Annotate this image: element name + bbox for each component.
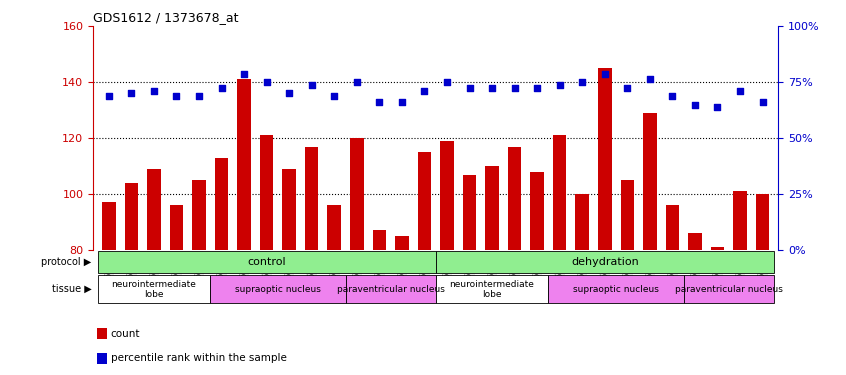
Bar <box>666 205 679 250</box>
Point <box>463 85 476 91</box>
Bar <box>283 169 296 250</box>
Text: dehydration: dehydration <box>571 257 639 267</box>
Point <box>327 93 341 99</box>
Point <box>530 85 544 91</box>
Bar <box>553 135 567 250</box>
Point <box>215 85 228 91</box>
Bar <box>395 236 409 250</box>
Bar <box>147 169 161 250</box>
Bar <box>575 194 589 250</box>
Bar <box>260 135 273 250</box>
Point <box>260 79 273 85</box>
Bar <box>598 68 612 250</box>
Bar <box>755 194 769 250</box>
FancyBboxPatch shape <box>211 275 345 303</box>
Point <box>688 102 701 108</box>
Point <box>620 85 634 91</box>
FancyBboxPatch shape <box>684 275 774 303</box>
Text: percentile rank within the sample: percentile rank within the sample <box>111 353 287 363</box>
Point <box>418 88 431 94</box>
Text: paraventricular nucleus: paraventricular nucleus <box>675 285 783 294</box>
Point <box>147 88 161 94</box>
Point <box>666 93 679 99</box>
Point <box>170 93 184 99</box>
Point <box>508 85 521 91</box>
Point <box>486 85 499 91</box>
Text: supraoptic nucleus: supraoptic nucleus <box>573 285 659 294</box>
Text: control: control <box>247 257 286 267</box>
Bar <box>620 180 634 250</box>
Bar <box>238 80 251 250</box>
FancyBboxPatch shape <box>436 275 548 303</box>
Bar <box>733 191 747 250</box>
Text: tissue ▶: tissue ▶ <box>52 284 91 294</box>
Point <box>643 76 656 82</box>
Point <box>350 79 364 85</box>
Point <box>305 82 318 88</box>
Text: neurointermediate
lobe: neurointermediate lobe <box>449 279 535 299</box>
FancyBboxPatch shape <box>345 275 436 303</box>
FancyBboxPatch shape <box>548 275 684 303</box>
Bar <box>305 147 318 250</box>
Point <box>440 79 453 85</box>
Bar <box>124 183 138 250</box>
Bar <box>102 202 116 250</box>
Bar <box>463 174 476 250</box>
Point <box>238 71 251 77</box>
Point <box>598 71 612 77</box>
Text: GDS1612 / 1373678_at: GDS1612 / 1373678_at <box>93 11 239 24</box>
Point <box>395 99 409 105</box>
Text: paraventricular nucleus: paraventricular nucleus <box>337 285 444 294</box>
Bar <box>486 166 499 250</box>
Bar <box>530 172 544 250</box>
Point <box>372 99 386 105</box>
Bar <box>350 138 364 250</box>
Bar <box>170 205 184 250</box>
Point <box>575 79 589 85</box>
Point <box>733 88 747 94</box>
FancyBboxPatch shape <box>97 251 436 273</box>
Text: protocol ▶: protocol ▶ <box>41 257 91 267</box>
Bar <box>327 205 341 250</box>
Bar <box>192 180 206 250</box>
Bar <box>643 113 656 250</box>
FancyBboxPatch shape <box>436 251 774 273</box>
Point <box>755 99 769 105</box>
Text: neurointermediate
lobe: neurointermediate lobe <box>112 279 196 299</box>
Bar <box>508 147 521 250</box>
FancyBboxPatch shape <box>97 275 211 303</box>
Text: count: count <box>111 329 140 339</box>
Bar <box>688 233 701 250</box>
Bar <box>372 231 386 250</box>
Bar <box>418 152 431 250</box>
Bar <box>440 141 453 250</box>
Text: supraoptic nucleus: supraoptic nucleus <box>235 285 321 294</box>
Point <box>711 104 724 110</box>
Bar <box>215 158 228 250</box>
Point <box>192 93 206 99</box>
Point <box>124 90 138 96</box>
Point <box>553 82 567 88</box>
Point <box>102 93 116 99</box>
Bar <box>711 247 724 250</box>
Point <box>283 90 296 96</box>
